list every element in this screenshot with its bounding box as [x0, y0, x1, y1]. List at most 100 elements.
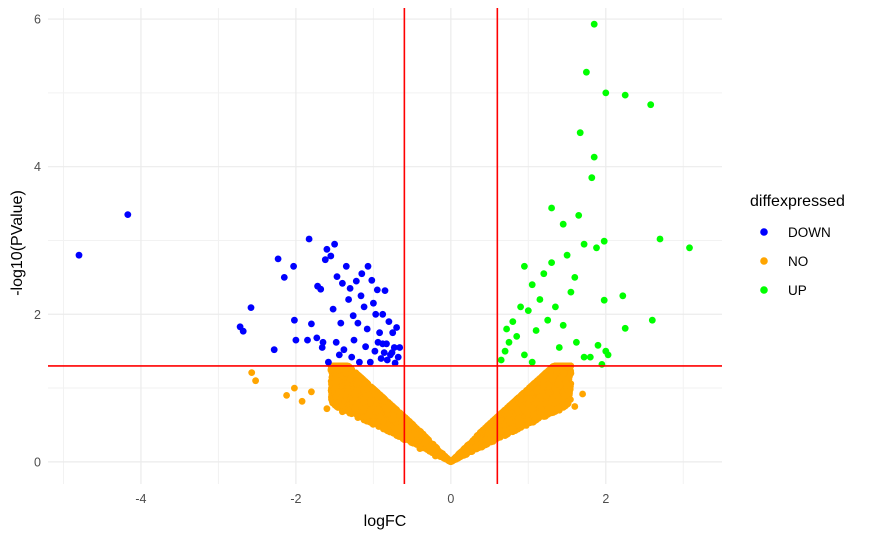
point-up — [621, 91, 629, 99]
point-down — [247, 304, 255, 311]
point-no-background — [369, 385, 377, 392]
point-down — [292, 336, 300, 344]
point-no-background — [332, 372, 340, 380]
point-down — [331, 240, 338, 248]
point-no-background — [516, 394, 524, 402]
point-no-background — [361, 378, 369, 385]
point-down — [368, 276, 376, 284]
point-up — [559, 220, 567, 228]
point-up — [517, 303, 524, 311]
point-no-background — [545, 382, 553, 389]
point-down — [291, 316, 298, 324]
point-no-background — [485, 426, 492, 434]
tick-labels: -4 -2 0 2 0 2 4 6 — [34, 13, 609, 506]
point-down — [348, 353, 356, 361]
point-no-background — [390, 412, 398, 420]
point-no-background — [539, 381, 547, 389]
y-tick-label: 0 — [34, 455, 41, 469]
point-up — [544, 316, 552, 324]
point-down — [354, 319, 362, 327]
point-no — [478, 443, 486, 451]
point-down — [373, 286, 381, 294]
point-down — [327, 252, 335, 260]
point-down — [379, 310, 387, 318]
x-tick-label: 2 — [602, 492, 609, 506]
point-up — [593, 244, 600, 252]
point-down — [377, 355, 385, 362]
point-up — [573, 338, 580, 346]
point-no — [416, 445, 424, 452]
legend: diffexpressed DOWN NO UP — [750, 193, 845, 298]
point-no-background — [504, 430, 512, 438]
legend-key-up — [760, 286, 768, 294]
legend-key-no — [760, 257, 768, 265]
point-no-background — [351, 392, 359, 399]
point-down — [342, 262, 350, 270]
point-no-background — [523, 389, 531, 397]
point-no-background — [346, 409, 353, 417]
point-no-background — [330, 400, 337, 407]
point-no — [339, 408, 346, 416]
point-no-background — [480, 426, 487, 433]
point-no-background — [482, 436, 490, 444]
point-down — [393, 324, 400, 331]
point-up — [647, 101, 655, 109]
point-no-background — [472, 443, 480, 451]
point-down — [318, 344, 326, 351]
point-no — [370, 417, 377, 425]
x-tick-label: 0 — [447, 492, 454, 506]
point-no-background — [524, 401, 532, 408]
point-no-background — [344, 387, 352, 395]
point-up — [563, 251, 571, 259]
point-up — [590, 153, 598, 161]
point-no-background — [332, 378, 339, 385]
point-no-background — [457, 450, 465, 457]
point-no-background — [523, 409, 530, 416]
x-tick-label: -4 — [135, 492, 146, 506]
point-no-background — [405, 431, 413, 439]
point-no-background — [409, 421, 416, 428]
point-up — [503, 325, 510, 333]
point-up — [580, 240, 588, 248]
point-no-background — [515, 420, 523, 428]
point-no-background — [396, 410, 403, 417]
point-up — [552, 303, 559, 311]
point-up — [586, 353, 594, 361]
point-up — [648, 316, 656, 324]
point-down — [362, 343, 369, 351]
point-up — [602, 89, 610, 97]
point-down — [304, 336, 311, 344]
point-no-background — [399, 428, 407, 435]
point-down — [321, 256, 329, 264]
point-no-background — [342, 370, 350, 377]
y-axis-title: -log10(PValue) — [9, 190, 26, 296]
point-no-background — [360, 405, 368, 413]
point-up — [656, 235, 664, 243]
point-no-background — [440, 455, 448, 462]
point-no — [571, 403, 579, 410]
point-no — [555, 406, 563, 414]
point-no-background — [519, 404, 526, 412]
point-no-background — [341, 392, 349, 399]
point-no — [323, 405, 331, 413]
point-no-background — [545, 400, 553, 407]
point-up — [619, 292, 627, 300]
point-no-background — [335, 388, 343, 395]
point-no-background — [380, 397, 388, 405]
point-up — [590, 20, 598, 28]
point-no-background — [490, 430, 498, 437]
point-up — [567, 288, 575, 296]
point-down — [366, 358, 374, 366]
point-up — [600, 237, 608, 245]
point-down — [329, 305, 337, 313]
point-no-background — [332, 393, 339, 401]
point-up — [528, 358, 536, 366]
legend-label-up: UP — [788, 283, 807, 298]
point-down — [349, 312, 357, 320]
point-down — [360, 303, 368, 311]
point-down — [380, 349, 388, 356]
point-no-background — [421, 439, 429, 446]
point-no — [432, 452, 439, 460]
point-no-background — [533, 387, 541, 395]
point-up — [548, 259, 555, 266]
